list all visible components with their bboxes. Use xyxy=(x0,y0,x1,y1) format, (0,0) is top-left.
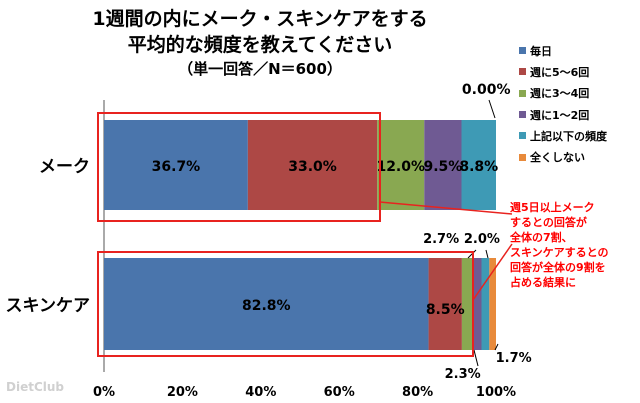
data-label: 12.0% xyxy=(376,159,425,175)
annotation-line: 占める結果に xyxy=(510,276,576,289)
watermark: DietClub xyxy=(6,380,65,394)
chart-title-line-2: 平均的な頻度を教えてください xyxy=(127,34,393,56)
data-label: 1.7% xyxy=(496,351,532,366)
category-label: スキンケア xyxy=(6,296,91,316)
legend-swatch xyxy=(519,68,526,76)
legend-item: 毎日 xyxy=(519,40,607,61)
bar-segment xyxy=(424,120,462,210)
bar-segment xyxy=(461,120,496,210)
legend-item: 上記以下の頻度 xyxy=(519,125,607,146)
data-label: 0.00% xyxy=(462,82,511,98)
legend-swatch xyxy=(519,47,526,55)
category-label: メーク xyxy=(39,157,90,177)
leader-line xyxy=(488,99,496,119)
legend-label: 週に1～2回 xyxy=(530,108,590,122)
annotation-line: スキンケアするとの xyxy=(510,246,609,259)
data-label: 2.3% xyxy=(445,367,481,382)
x-tick-label: 0% xyxy=(93,385,115,400)
bar-segment xyxy=(247,120,378,210)
legend-swatch xyxy=(519,89,526,97)
bar-segment xyxy=(377,120,425,210)
bar-segment xyxy=(428,258,462,350)
bar-segment xyxy=(489,258,496,350)
legend-label: 上記以下の頻度 xyxy=(530,129,607,143)
bar-segment xyxy=(481,258,490,350)
data-label: 8.5% xyxy=(426,302,465,318)
legend-label: 週に3～4回 xyxy=(530,87,590,101)
highlight-box-skincare xyxy=(97,251,474,357)
x-tick-label: 20% xyxy=(167,385,198,400)
legend-label: 全くしない xyxy=(530,151,585,165)
bar-segment xyxy=(461,258,473,350)
data-label: 33.0% xyxy=(288,159,337,175)
callout-pointer xyxy=(472,243,513,301)
callout-pointer xyxy=(379,201,513,215)
x-tick-label: 80% xyxy=(402,385,433,400)
legend-label: 週に5～6回 xyxy=(530,65,590,79)
data-label: 2.7% xyxy=(423,232,459,247)
legend-item: 全くしない xyxy=(519,146,607,167)
annotation-callout: 週5日以上メーク するとの回答が 全体の7割、 スキンケアするとの 回答が全体の… xyxy=(510,200,636,290)
legend-item: 週に5～6回 xyxy=(519,61,607,82)
bar-segment xyxy=(472,258,482,350)
annotation-line: 週5日以上メーク xyxy=(510,201,595,214)
annotation-line: 全体の7割、 xyxy=(510,231,573,244)
legend-swatch xyxy=(519,111,526,119)
legend-swatch xyxy=(519,153,526,161)
annotation-line: 回答が全体の9割を xyxy=(510,261,606,274)
legend-swatch xyxy=(519,132,526,140)
bar-segment xyxy=(104,258,429,350)
leader-line xyxy=(494,343,499,351)
x-tick-label: 40% xyxy=(245,385,276,400)
data-label: 2.0% xyxy=(464,232,500,247)
data-label: 82.8% xyxy=(242,298,291,314)
data-label: 8.8% xyxy=(459,159,498,175)
bar-segment xyxy=(104,120,248,210)
data-label: 9.5% xyxy=(423,159,462,175)
data-label: 36.7% xyxy=(152,159,201,175)
leader-line xyxy=(473,349,479,367)
legend-item: 週に3～4回 xyxy=(519,83,607,104)
highlight-box-make xyxy=(97,112,381,222)
leader-line xyxy=(485,249,489,259)
legend-item: 週に1～2回 xyxy=(519,104,607,125)
annotation-line: するとの回答が xyxy=(510,216,587,229)
x-tick-label: 100% xyxy=(476,385,516,400)
legend-label: 毎日 xyxy=(530,44,552,58)
x-tick-label: 60% xyxy=(324,385,355,400)
chart-title-line-1: 1週間の内にメーク・スキンケアをする xyxy=(92,8,428,30)
chart-subtitle: （単一回答／N＝600） xyxy=(178,60,342,78)
chart-legend: 毎日 週に5～6回 週に3～4回 週に1～2回 上記以下の頻度 全くしない xyxy=(519,40,607,168)
